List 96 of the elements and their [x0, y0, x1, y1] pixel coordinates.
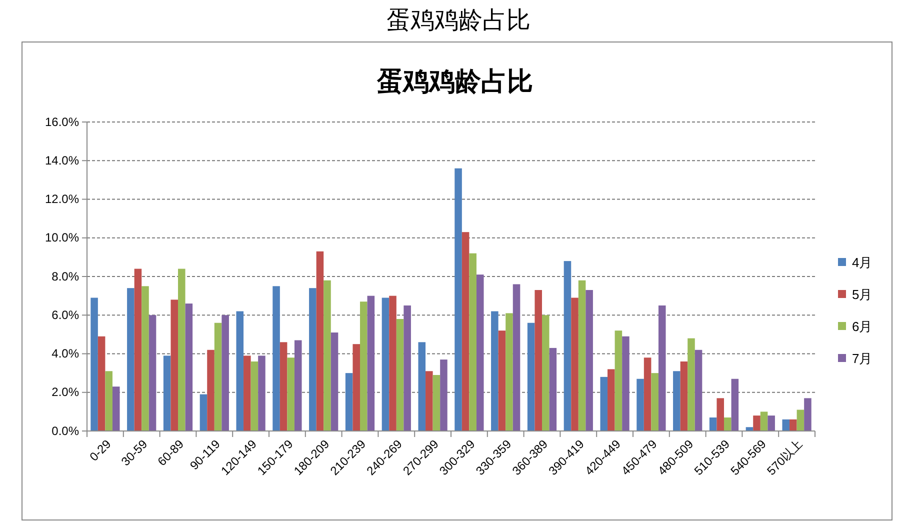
bar [636, 378, 644, 431]
bar [294, 340, 302, 431]
bar [680, 361, 688, 431]
bar [608, 369, 615, 431]
bar [345, 373, 353, 431]
legend-label: 7月 [852, 351, 872, 366]
bar [768, 416, 775, 431]
bar [512, 284, 520, 431]
bar [112, 386, 120, 431]
bar [207, 350, 214, 431]
bar [185, 304, 193, 431]
y-tick-label: 12.0% [44, 192, 80, 206]
bar [731, 378, 739, 431]
bar [330, 332, 338, 431]
y-tick-label: 4.0% [52, 346, 80, 361]
text: 蛋鸡鸡龄占比 [386, 6, 530, 34]
bar [709, 417, 717, 431]
y-tick-label: 8.0% [52, 269, 80, 284]
y-tick-label: 16.0% [44, 114, 80, 129]
bar [309, 288, 316, 431]
chart-title: 蛋鸡鸡龄占比 [376, 67, 533, 97]
bar [324, 280, 331, 431]
bar [564, 261, 572, 431]
bar [804, 398, 812, 431]
bar [542, 315, 550, 431]
bar [272, 286, 280, 431]
bar [396, 318, 404, 431]
y-tick-label: 2.0% [52, 385, 80, 400]
bar [432, 374, 440, 431]
bar [244, 356, 251, 431]
bar [418, 342, 426, 431]
bar [658, 305, 666, 431]
bar [105, 371, 112, 431]
bar [90, 298, 98, 431]
bar [236, 311, 244, 431]
bar [491, 311, 498, 431]
bar [382, 298, 390, 431]
bar [476, 274, 484, 431]
bar [600, 376, 608, 431]
y-tick-label: 0.0% [52, 424, 80, 438]
x-tick-label: 570以上 [764, 436, 806, 478]
bar [614, 330, 622, 431]
bar [694, 350, 702, 431]
bar [214, 322, 222, 431]
y-tick-label: 10.0% [44, 230, 80, 245]
bar [760, 412, 768, 431]
bar [586, 290, 593, 431]
bar [222, 315, 229, 431]
bar [426, 371, 433, 431]
y-tick-label: 14.0% [44, 153, 80, 168]
bar [578, 280, 586, 431]
y-tick-label: 6.0% [52, 308, 80, 322]
bar [782, 419, 790, 431]
bar [316, 251, 324, 431]
bar [469, 253, 476, 431]
bar [527, 322, 535, 431]
bar [724, 417, 732, 431]
bar [98, 336, 106, 431]
bar [716, 398, 724, 431]
bar [280, 342, 288, 431]
bar [796, 410, 804, 431]
bar [287, 358, 294, 431]
bar [367, 296, 375, 431]
bar [790, 419, 797, 431]
bar [571, 298, 578, 431]
bar [170, 300, 178, 431]
bar [200, 394, 208, 431]
bar [163, 356, 171, 431]
bar [688, 338, 695, 431]
bar [127, 288, 134, 431]
bar [651, 373, 658, 431]
bar [178, 268, 186, 431]
bar [352, 344, 360, 431]
bar [134, 268, 142, 431]
bar [454, 168, 462, 431]
bar [142, 286, 149, 431]
bar [148, 315, 156, 431]
bar [644, 358, 652, 431]
legend-label: 5月 [852, 287, 872, 302]
bar [389, 296, 396, 431]
bar [360, 302, 368, 431]
bar [498, 330, 506, 431]
legend-label: 4月 [852, 255, 872, 270]
bar [404, 305, 411, 431]
bar [462, 232, 470, 431]
bar [753, 416, 760, 431]
bar [440, 360, 448, 431]
bar [673, 371, 680, 431]
bar [258, 356, 266, 431]
x-tick-label: 0-29 [86, 436, 114, 464]
legend-label: 6月 [852, 319, 872, 334]
bar [549, 348, 557, 431]
bar [250, 361, 258, 431]
bar [622, 336, 630, 431]
bar [506, 313, 513, 431]
bar [534, 290, 542, 431]
